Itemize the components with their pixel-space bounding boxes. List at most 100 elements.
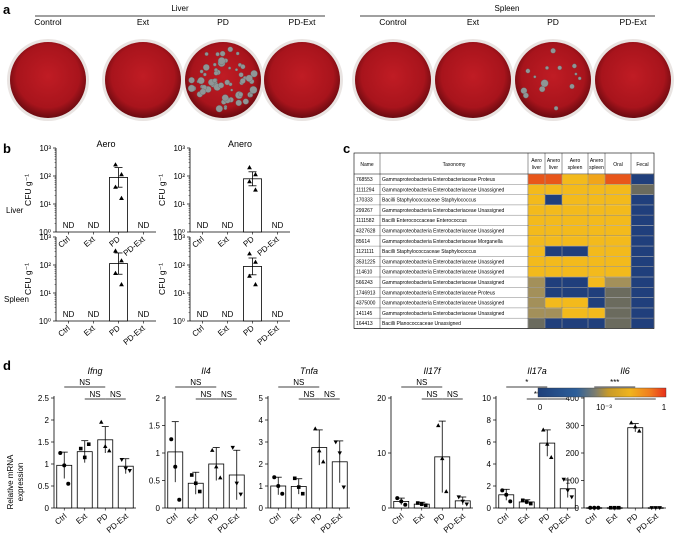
heatmap-cell	[545, 215, 562, 226]
heatmap-cell	[631, 297, 654, 308]
significance-label: NS	[89, 390, 100, 399]
heatmap-cell	[562, 308, 588, 318]
cfu-y-tick-label: 10¹	[39, 200, 51, 209]
mrna-data-point	[218, 475, 223, 480]
panel-label-d: d	[3, 358, 11, 373]
heatmap-row-taxonomy: Gammaproteobacteria Enterobacteriaceae U…	[382, 208, 505, 214]
bacterial-colony	[203, 72, 207, 77]
heatmap-cell	[528, 267, 545, 277]
mrna-category-label: PD	[206, 512, 220, 526]
heatmap-cell	[631, 256, 654, 267]
mrna-data-point	[169, 437, 174, 442]
heatmap-cell	[562, 184, 588, 195]
mrna-category-label: PD-Ext	[216, 511, 242, 535]
mrna-y-tick-label: 8	[487, 416, 492, 425]
heatmap-row-taxonomy: Gammaproteobacteria Enterobacteriaceae U…	[382, 270, 505, 276]
cfu-data-point	[253, 259, 258, 264]
heatmap-cell	[631, 318, 654, 329]
heatmap-row-name: 4327628	[356, 229, 376, 235]
heatmap-cell	[605, 194, 631, 205]
mrna-data-point	[127, 469, 132, 473]
cfu-bar	[243, 178, 262, 233]
mrna-data-point	[103, 444, 108, 448]
panel-a-plates: Control Ext PD PD-Ext Control Ext PD PD-Ext	[7, 17, 674, 121]
gene-title: Il4	[201, 366, 211, 376]
bacterial-colony	[238, 72, 244, 78]
mrna-data-point	[569, 495, 574, 500]
significance-label: NS	[293, 378, 304, 387]
agar-plate	[595, 42, 671, 118]
mrna-y-tick-label: 2.5	[38, 394, 50, 403]
bacterial-colony	[213, 70, 219, 76]
heatmap-cell	[588, 308, 605, 318]
heatmap-cell	[545, 287, 562, 298]
mrna-y-tick-label: 0	[487, 504, 492, 513]
cfu-category-label: PD-Ext	[256, 323, 282, 347]
heatmap-cell	[631, 215, 654, 226]
bacterial-colony	[248, 93, 253, 98]
heatmap-cell	[605, 215, 631, 226]
heatmap-cell	[545, 308, 562, 318]
cfu-ylabel: CFU g⁻¹	[23, 174, 33, 206]
heatmap-cell	[528, 287, 545, 298]
mrna-data-point	[616, 505, 621, 510]
significance-label: NS	[79, 378, 90, 387]
heatmap-row-taxonomy: Gammaproteobacteria Enterobacteriaceae M…	[382, 239, 503, 245]
bacterial-colony	[569, 83, 575, 89]
heatmap-row-taxonomy: Gammaproteobacteria Enterobacteriaceae U…	[382, 187, 505, 193]
heatmap-cell	[528, 246, 545, 257]
heatmap-cell	[545, 184, 562, 195]
heatmap-row-name: 1121111	[356, 249, 374, 255]
heatmap-row-taxonomy: Gammaproteobacteria Enterobacteriaceae U…	[382, 280, 505, 286]
cfu-y-tick-label: 10⁰	[39, 228, 51, 237]
heatmap-row-name: 4375000	[356, 301, 376, 307]
heatmap-header: Aero	[531, 158, 542, 164]
heatmap-cell	[631, 194, 654, 205]
bacterial-colony	[235, 68, 238, 72]
bacterial-colony	[577, 76, 582, 81]
heatmap-row-name: 114610	[356, 270, 373, 276]
nd-label: ND	[138, 221, 150, 230]
gene-title: Il17f	[423, 366, 442, 376]
mrna-category-label: PD	[537, 512, 551, 526]
mrna-data-point	[214, 464, 219, 469]
mrna-data-point	[123, 466, 128, 471]
significance-label: NS	[416, 378, 427, 387]
heatmap-header-line2: spleen	[589, 165, 604, 171]
nd-label: ND	[272, 221, 284, 230]
mrna-data-point	[541, 427, 546, 432]
heatmap-cell	[588, 194, 605, 205]
heatmap-row-name: 299267	[356, 208, 373, 214]
mrna-data-point	[280, 491, 285, 496]
bacterial-colony	[250, 70, 258, 78]
mrna-category-label: Ctrl	[267, 512, 282, 527]
nd-label: ND	[138, 310, 150, 319]
heatmap-cell	[545, 174, 562, 184]
heatmap-cell	[605, 205, 631, 215]
heatmap-cell	[562, 297, 588, 308]
significance-label: NS	[200, 390, 211, 399]
plate-label: Ext	[137, 17, 150, 27]
cfu-data-point	[253, 172, 258, 177]
heatmap-row-taxonomy: Bacilli Staphylococcaceae Staphylococcus	[382, 249, 477, 255]
heatmap-cell	[528, 194, 545, 205]
cfu-category-label: PD-Ext	[122, 234, 148, 258]
mrna-y-tick-label: 400	[566, 394, 580, 403]
nd-label: ND	[222, 221, 234, 230]
significance-label: ***	[610, 378, 619, 387]
bacterial-colony	[219, 50, 226, 57]
mrna-y-tick-label: 4	[487, 460, 492, 469]
mrna-data-point	[86, 442, 91, 446]
row-label-spleen: Spleen	[4, 295, 29, 304]
bacterial-colony	[204, 52, 209, 56]
bacterial-colony	[572, 63, 577, 69]
mrna-ylabel-line1: Relative mRNA	[6, 454, 15, 509]
bacterial-colony	[553, 106, 559, 111]
heatmap-cell	[631, 174, 654, 184]
cfu-data-point	[113, 248, 118, 253]
mrna-data-point	[657, 506, 662, 511]
heatmap-cell	[528, 215, 545, 226]
mrna-data-point	[292, 476, 297, 481]
mrna-data-point	[313, 426, 318, 431]
mrna-data-point	[504, 492, 509, 497]
